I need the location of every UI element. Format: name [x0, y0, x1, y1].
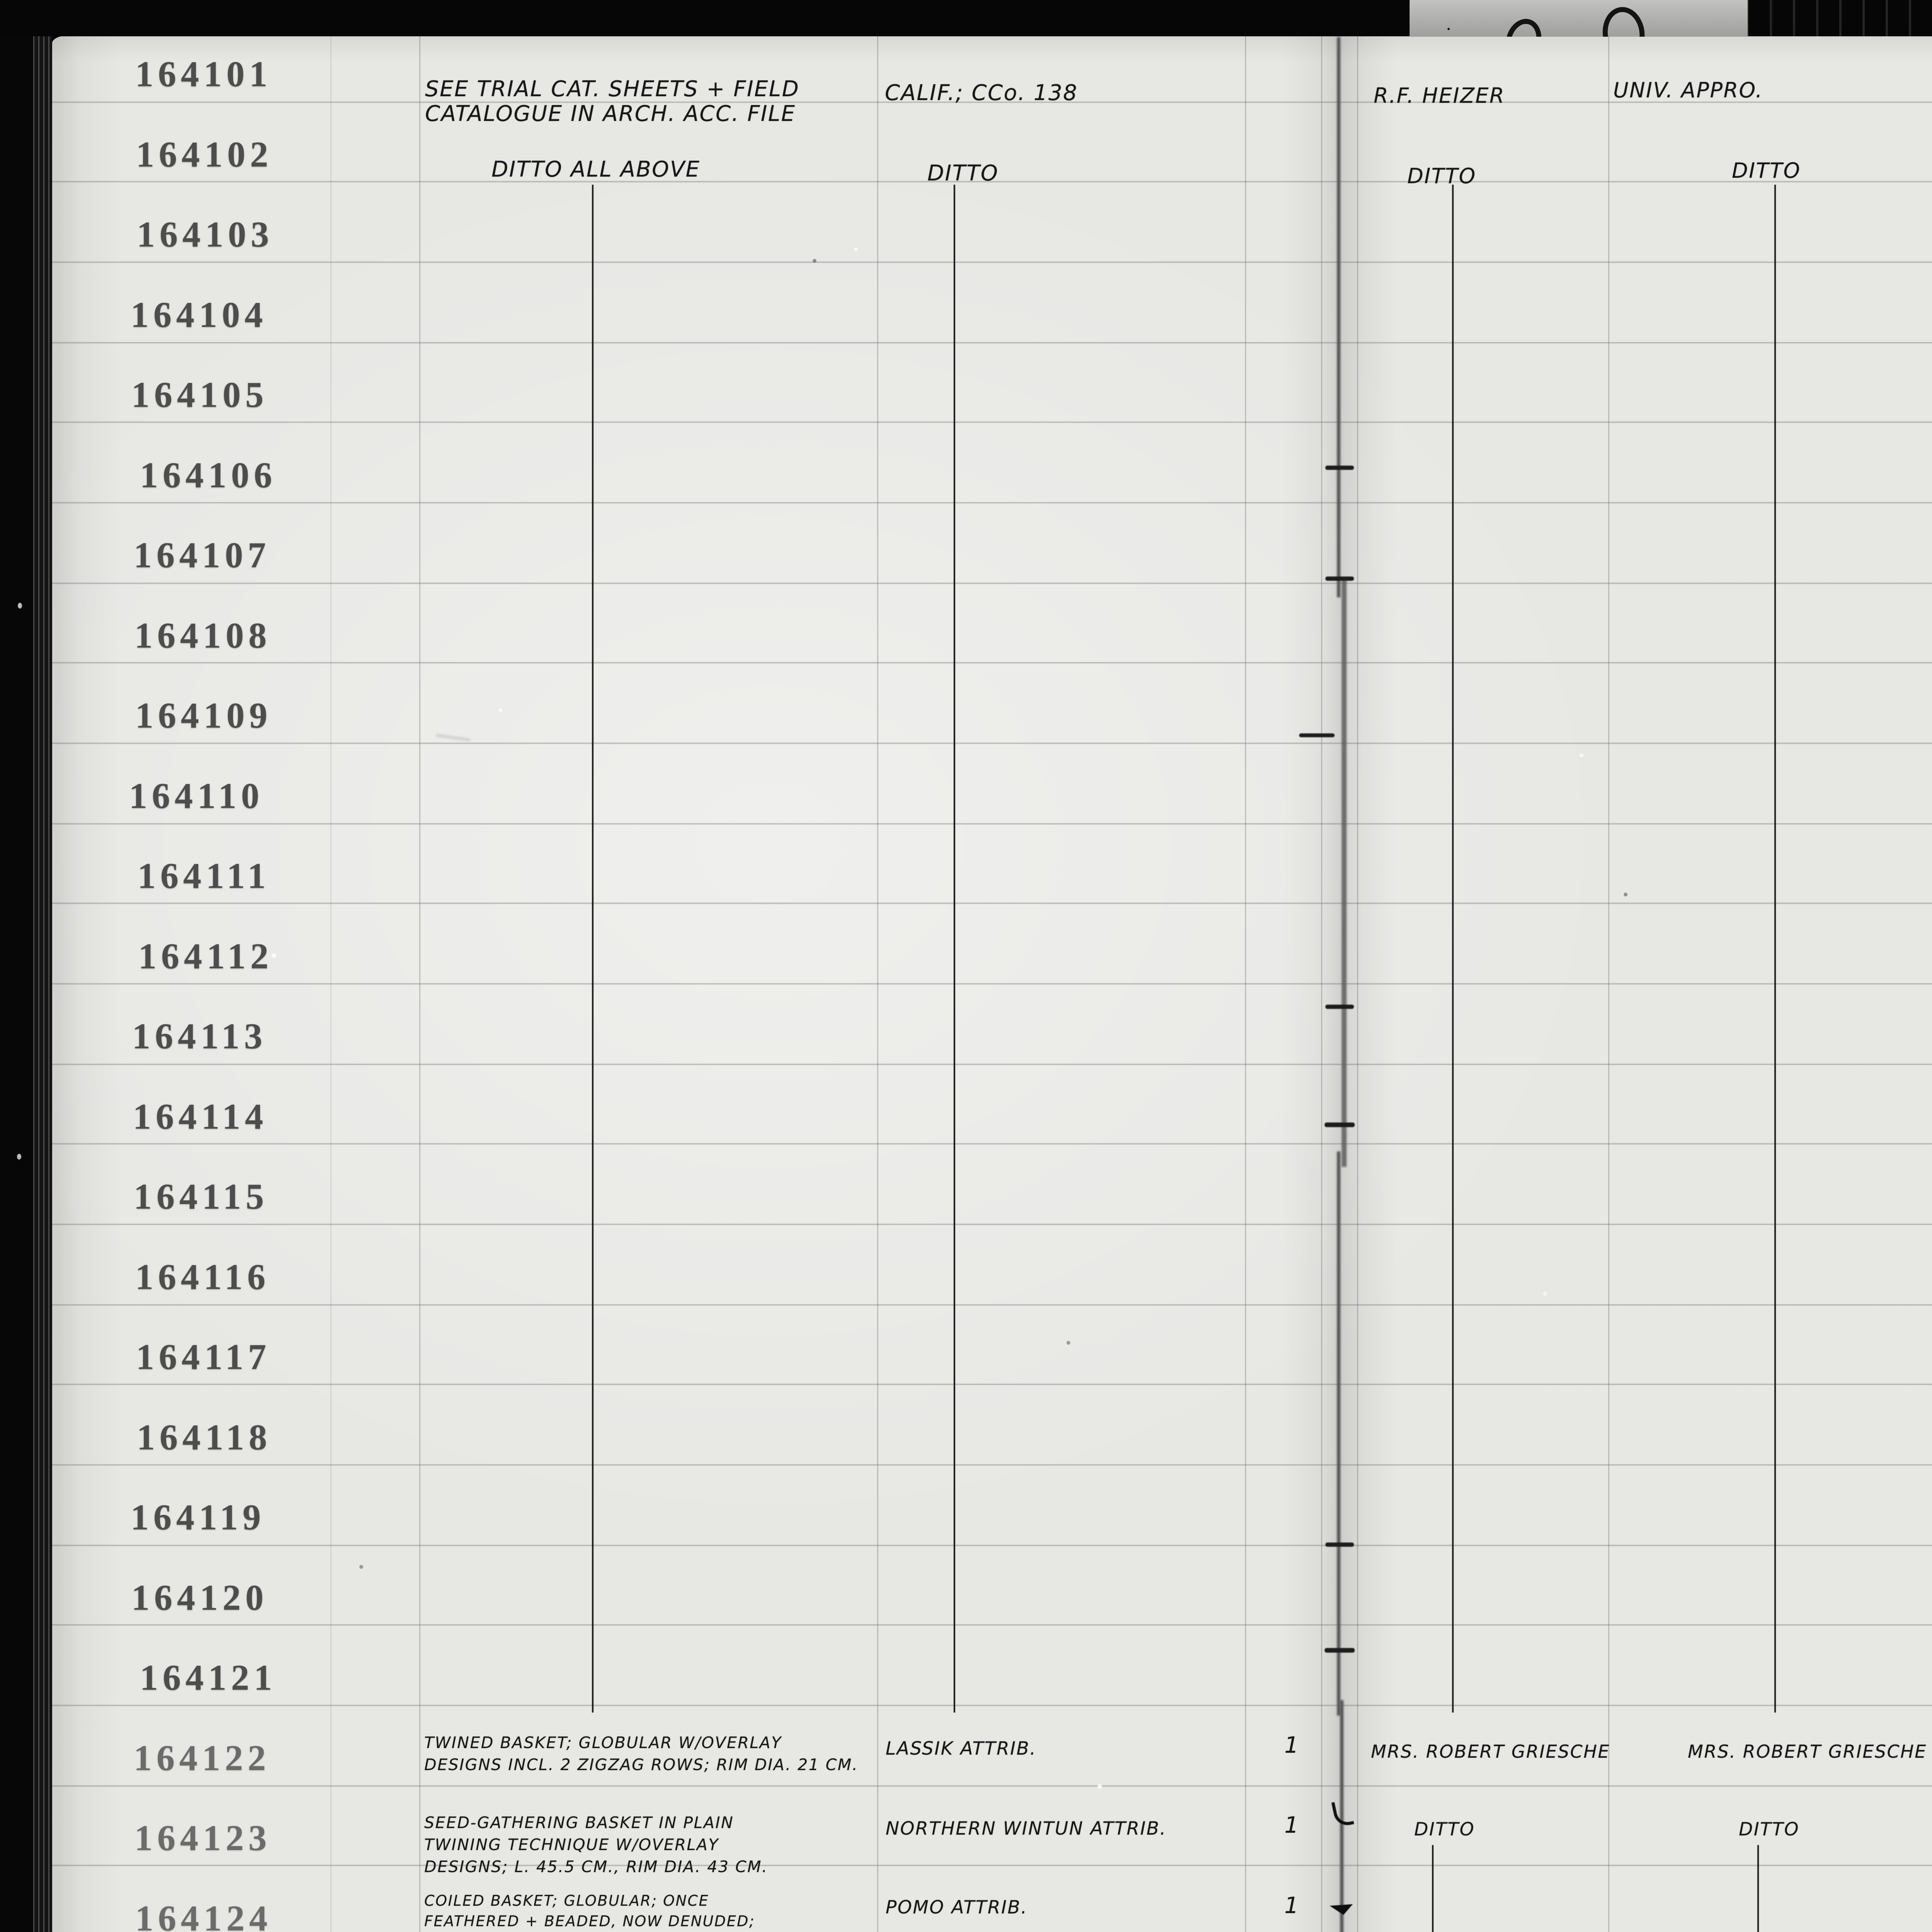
catalog-number: 164101: [135, 54, 272, 94]
ink-loop: [1599, 4, 1648, 37]
spine-line: [1337, 1151, 1340, 1716]
horizontal-rule-lines: [52, 36, 1932, 1932]
catalog-number: 164120: [131, 1577, 268, 1618]
object-count: 1: [1284, 1812, 1300, 1838]
catalog-number: 164112: [138, 936, 273, 976]
spine-ink-blot: [1330, 1904, 1354, 1916]
catalog-number: 164124: [135, 1898, 272, 1932]
source-entry: DITTO: [1732, 158, 1801, 183]
film-left-edge: [0, 0, 52, 1932]
description-line: CATALOGUE IN ARCH. ACC. FILE: [425, 101, 796, 126]
ditto-rule: [954, 185, 955, 1713]
attribution-entry: DITTO: [927, 160, 999, 186]
spine-line: [1337, 37, 1340, 597]
description-line: TWINING TECHNIQUE W/OVERLAY: [424, 1835, 719, 1854]
column-rule: [1608, 30, 1609, 1932]
spine-stitch: [1325, 1005, 1354, 1009]
catalog-number: 164116: [135, 1257, 270, 1297]
source-entry: MRS. ROBERT GRIESCHE: [1688, 1741, 1927, 1762]
column-rule: [330, 30, 332, 1932]
ditto-rule: [592, 185, 594, 1713]
attribution-entry: CALIF.; CCo. 138: [885, 80, 1078, 105]
column-rule: [1321, 30, 1322, 1932]
description-line: SEED-GATHERING BASKET IN PLAIN: [424, 1813, 734, 1832]
catalog-number: 164107: [134, 535, 270, 575]
ink-dot: [1447, 28, 1450, 30]
catalog-number: 164115: [134, 1177, 269, 1217]
catalog-number: 164106: [140, 455, 277, 495]
catalog-number: 164103: [137, 214, 274, 255]
catalog-number: 164122: [134, 1738, 270, 1778]
collector-entry: DITTO: [1414, 1819, 1475, 1840]
catalog-number: 164104: [131, 294, 267, 335]
source-entry: DITTO: [1739, 1819, 1799, 1840]
spine-stitch: [1325, 577, 1354, 581]
page-stack-lines: [33, 0, 52, 1932]
column-rule: [419, 30, 420, 1932]
description-line: FEATHERED + BEADED, NOW DENUDED;: [424, 1912, 755, 1930]
collector-entry: R.F. HEIZER: [1374, 83, 1505, 108]
ink-loop: [1500, 14, 1547, 37]
attribution-entry: LASSIK ATTRIB.: [886, 1738, 1037, 1759]
dust-specks: [0, 0, 2, 2]
description-line: DITTO ALL ABOVE: [492, 156, 701, 182]
description-line: DESIGNS; L. 45.5 CM., RIM DIA. 43 CM.: [424, 1857, 768, 1876]
spine-line: [1342, 580, 1347, 1167]
paper-scrap: [1410, 0, 1748, 37]
catalog-number: 164110: [129, 776, 264, 816]
catalog-number: 164119: [131, 1497, 265, 1537]
catalog-number: 164121: [140, 1658, 277, 1698]
spine-line: [1340, 1700, 1344, 1932]
spine-stitch: [1325, 466, 1354, 470]
ditto-rule: [1757, 1845, 1759, 1932]
description-line: DESIGNS INCL. 2 ZIGZAG ROWS; RIM DIA. 21…: [424, 1755, 859, 1774]
catalog-number: 164117: [136, 1337, 271, 1377]
catalog-number: 164118: [137, 1417, 272, 1458]
ditto-rule: [1774, 185, 1776, 1713]
description-line: TWINED BASKET; GLOBULAR W/OVERLAY: [424, 1733, 782, 1752]
column-rule: [1357, 30, 1358, 1932]
object-count: 1: [1284, 1731, 1300, 1758]
film-notch: [17, 1154, 21, 1160]
column-rule: [1245, 30, 1246, 1932]
spine-stitch: [1325, 1543, 1354, 1547]
spine-stitch: [1299, 733, 1335, 737]
catalog-number: 164105: [131, 375, 268, 415]
attribution-entry: NORTHERN WINTUN ATTRIB.: [886, 1818, 1167, 1839]
ditto-rule: [1452, 185, 1454, 1713]
catalog-number: 164111: [138, 856, 270, 896]
spine-stitch: [1325, 1122, 1355, 1127]
ditto-rule: [1432, 1845, 1434, 1932]
object-count: 1: [1284, 1892, 1300, 1918]
spine-stitch: [1325, 1648, 1355, 1653]
catalog-number: 164123: [134, 1818, 271, 1858]
catalog-number: 164108: [134, 615, 271, 656]
catalog-number: 164109: [135, 696, 272, 736]
book-edge-streaks: [1747, 0, 1932, 36]
film-notch: [18, 603, 22, 609]
catalog-number: 164113: [132, 1016, 267, 1056]
ledger-paper-spread: [52, 36, 1932, 1932]
catalog-number: 164102: [136, 134, 273, 175]
collector-entry: DITTO: [1407, 163, 1476, 188]
description-line: COILED BASKET; GLOBULAR; ONCE: [424, 1892, 709, 1909]
attribution-entry: POMO ATTRIB.: [886, 1896, 1028, 1918]
collector-entry: MRS. ROBERT GRIESCHE: [1371, 1741, 1610, 1762]
source-entry: UNIV. APPRO.: [1613, 78, 1763, 102]
column-rule: [877, 30, 878, 1932]
description-line: SEE TRIAL CAT. SHEETS + FIELD: [425, 77, 800, 102]
catalog-number: 164114: [133, 1096, 268, 1137]
